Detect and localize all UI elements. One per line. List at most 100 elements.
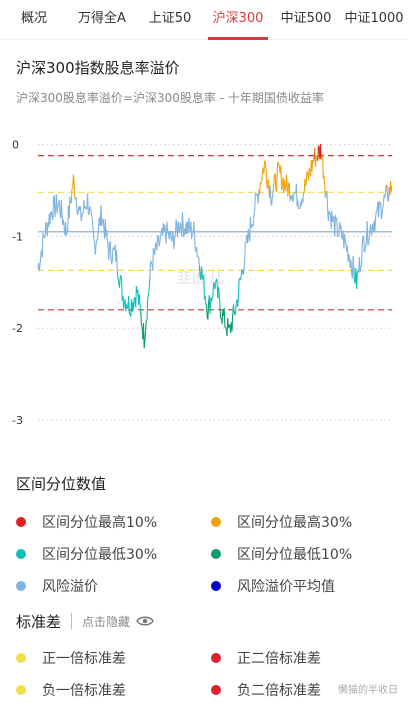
series-segment xyxy=(101,220,103,227)
series-segment xyxy=(225,327,227,331)
series-segment xyxy=(361,235,364,243)
series-segment xyxy=(150,262,153,265)
series-segment xyxy=(171,231,174,234)
series-segment xyxy=(204,295,207,305)
series-segment xyxy=(77,209,79,216)
legend-dot-icon xyxy=(211,685,221,695)
tab-sse50[interactable]: 上证50 xyxy=(148,11,192,26)
y-tick-label: 0 xyxy=(12,139,19,152)
tab-csi1000[interactable]: 中证1000 xyxy=(344,11,404,26)
series-segment xyxy=(73,181,76,199)
y-tick-label: -2 xyxy=(12,322,23,335)
legend-item-plus-1-std[interactable]: 正一倍标准差 xyxy=(16,648,211,668)
legend-item-risk-premium[interactable]: 风险溢价 xyxy=(16,576,211,596)
legend-label: 风险溢价 xyxy=(42,579,98,595)
std-section-title: 标准差 xyxy=(16,612,62,631)
series-segment xyxy=(118,278,121,288)
series-segment xyxy=(306,171,309,175)
series-segment xyxy=(305,182,307,187)
series-segment xyxy=(360,265,363,268)
series-segment xyxy=(190,221,193,239)
series-segment xyxy=(250,226,253,229)
tab-csi500[interactable]: 中证500 xyxy=(280,11,332,26)
series-segment xyxy=(109,240,112,258)
series-segment xyxy=(280,165,283,191)
chart-title: 沪深300指数股息率溢价 xyxy=(16,59,180,77)
legend-item-minus-1-std[interactable]: 负一倍标准差 xyxy=(16,680,211,700)
series-segment xyxy=(81,212,84,217)
series-segment xyxy=(287,183,290,197)
legend-item-risk-premium-mean[interactable]: 风险溢价平均值 xyxy=(211,576,406,596)
tab-overview[interactable]: 概况 xyxy=(20,11,47,26)
index-tab-bar: 概况 万得全A 上证50 沪深300 中证500 中证1000 xyxy=(0,0,408,40)
series-segment xyxy=(193,233,196,250)
series-segment xyxy=(297,200,300,209)
series-segment xyxy=(147,289,150,295)
series-segment xyxy=(249,217,252,229)
legend-item-minus-2-std[interactable]: 负二倍标准差 xyxy=(211,680,406,700)
legend-dot-icon xyxy=(211,517,221,527)
series-segment xyxy=(260,182,263,185)
series-segment xyxy=(234,312,237,316)
series-segment xyxy=(292,197,295,202)
legend-item-bottom30[interactable]: 区间分位最低30% xyxy=(16,544,211,564)
series-segment xyxy=(384,191,387,198)
series-segment xyxy=(227,325,230,329)
hide-std-button[interactable]: 点击隐藏 xyxy=(82,614,131,629)
tab-csi300[interactable]: 沪深300 xyxy=(204,0,272,40)
series-segment xyxy=(123,303,125,309)
series-segment xyxy=(92,229,95,238)
legend-item-top30[interactable]: 区间分位最高30% xyxy=(211,512,406,532)
series-segment xyxy=(366,221,369,246)
tab-wind-all-a[interactable]: 万得全A xyxy=(78,11,126,26)
series-segment xyxy=(94,243,97,255)
series-segment xyxy=(261,171,263,183)
series-segment xyxy=(169,230,172,240)
series-segment xyxy=(382,202,385,209)
series-segment xyxy=(232,304,235,311)
legend-item-bottom10[interactable]: 区间分位最低10% xyxy=(211,544,406,564)
series-segment xyxy=(39,255,42,265)
series-segment xyxy=(159,232,162,237)
series-segment xyxy=(91,216,94,223)
series-segment xyxy=(277,161,280,164)
series-segment xyxy=(241,269,244,272)
legend-dot-icon xyxy=(16,581,26,591)
series-segment xyxy=(49,211,52,225)
legend-dot-icon xyxy=(16,549,26,559)
series-segment xyxy=(219,306,222,319)
series-segment xyxy=(263,160,266,174)
series-segment xyxy=(285,174,288,185)
legend-label: 正一倍标准差 xyxy=(42,651,126,667)
series-segment xyxy=(207,301,210,320)
series-segment xyxy=(223,307,226,328)
series-segment xyxy=(203,274,205,300)
series-segment xyxy=(323,175,326,185)
eye-icon[interactable] xyxy=(136,615,154,627)
divider xyxy=(71,613,73,629)
series-segment xyxy=(72,174,75,182)
legend-item-top10[interactable]: 区间分位最高10% xyxy=(16,512,211,532)
series-segment xyxy=(271,197,273,206)
series-segment xyxy=(150,260,152,264)
series-segment xyxy=(90,210,93,217)
series-segment xyxy=(368,236,370,244)
chart-subtitle: 沪深300股息率溢价=沪深300股息率 - 十年期国债收益率 xyxy=(16,91,324,105)
series-segment xyxy=(191,234,193,239)
series-segment xyxy=(271,192,274,198)
legend-item-plus-2-std[interactable]: 正二倍标准差 xyxy=(211,648,406,668)
series-segment xyxy=(106,240,109,248)
series-segment xyxy=(311,159,314,172)
x-tick-label: 2016 xyxy=(148,427,176,428)
series-segment xyxy=(331,216,334,222)
series-segment xyxy=(247,228,250,237)
series-segment xyxy=(317,145,319,161)
series-segment xyxy=(315,155,318,158)
series-segment xyxy=(44,222,47,238)
series-segment xyxy=(188,218,191,227)
series-segment xyxy=(363,250,366,253)
series-segment xyxy=(283,179,286,188)
series-segment xyxy=(209,297,212,314)
series-segment xyxy=(361,242,363,266)
legend-label: 区间分位最低10% xyxy=(237,547,353,563)
